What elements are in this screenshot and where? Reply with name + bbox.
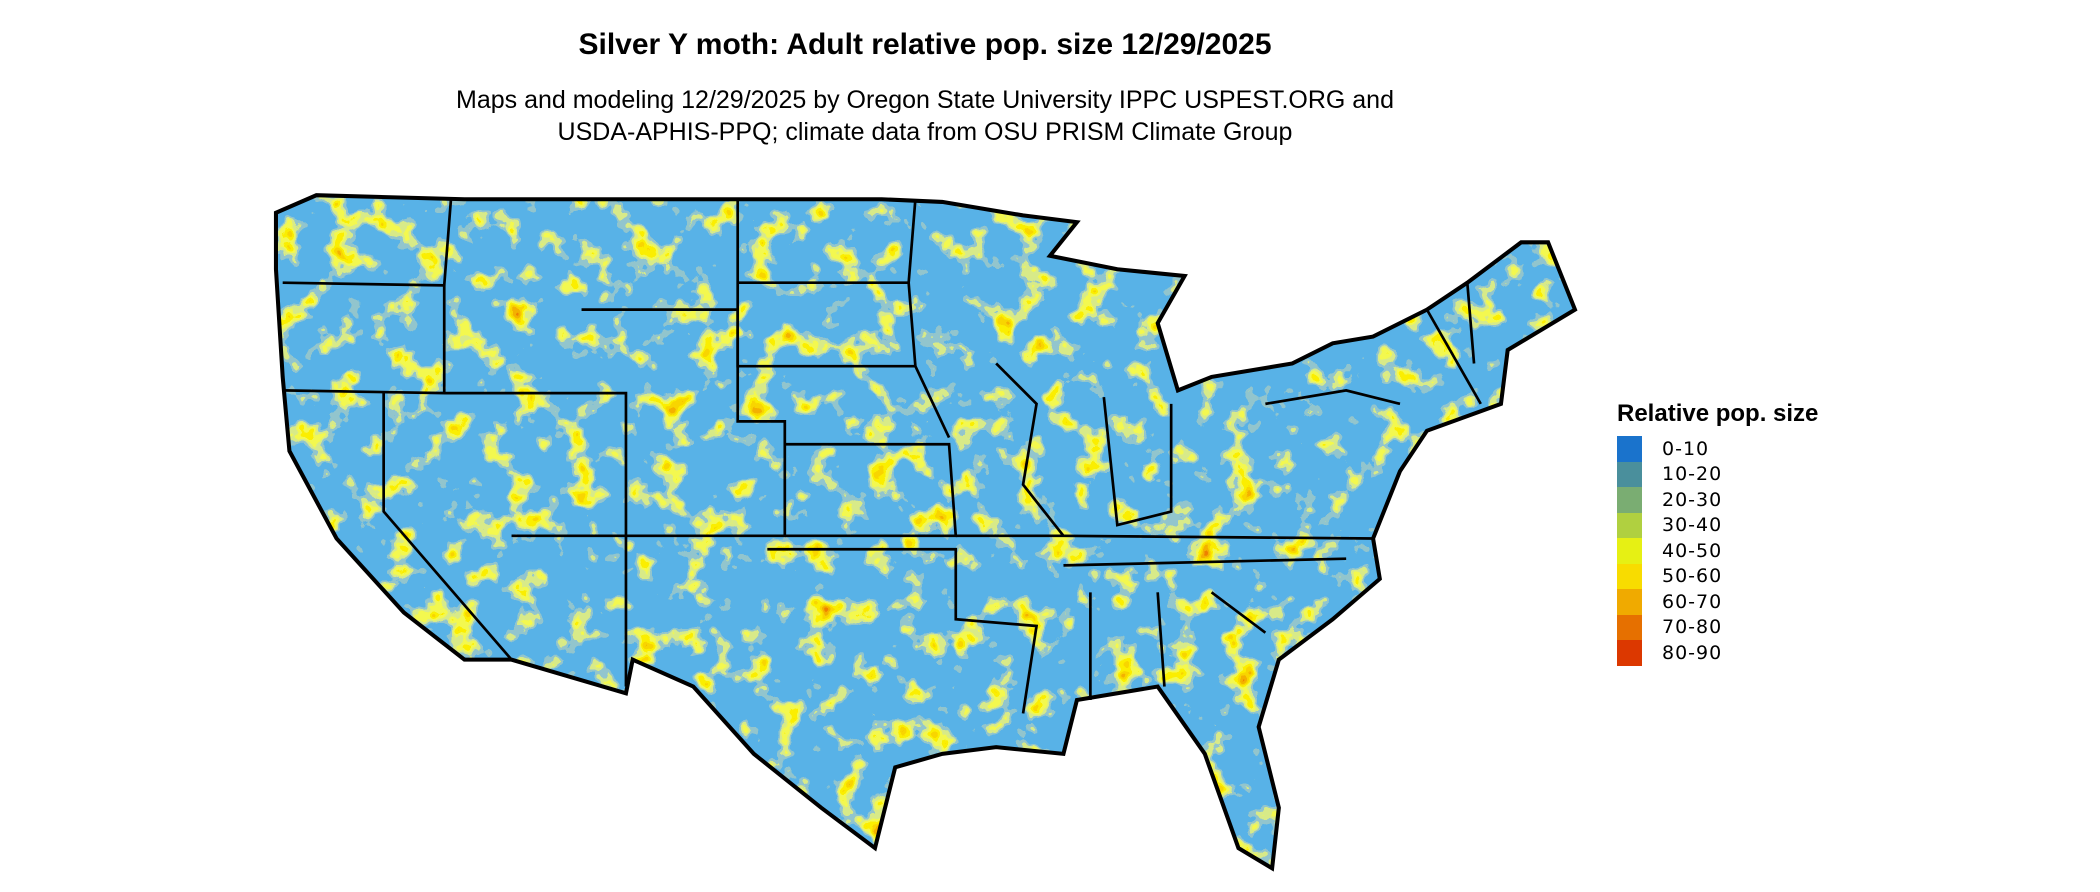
legend-item: 50-60 bbox=[1617, 563, 1818, 589]
legend-label: 40-50 bbox=[1662, 539, 1723, 562]
legend-item: 20-30 bbox=[1617, 487, 1818, 513]
legend-label: 60-70 bbox=[1662, 590, 1723, 613]
legend-label: 20-30 bbox=[1662, 488, 1723, 511]
map-subtitle-line2: USDA-APHIS-PPQ; climate data from OSU PR… bbox=[557, 118, 1293, 146]
legend-swatch bbox=[1617, 461, 1642, 487]
legend-swatch bbox=[1617, 436, 1642, 462]
legend-item: 10-20 bbox=[1617, 461, 1818, 487]
legend-label: 80-90 bbox=[1662, 641, 1723, 664]
map-title: Silver Y moth: Adult relative pop. size … bbox=[578, 28, 1272, 61]
legend-item: 80-90 bbox=[1617, 640, 1818, 666]
legend: Relative pop. size 0-10 10-20 20-30 30-40 40… bbox=[1617, 400, 1818, 666]
population-raster bbox=[275, 195, 1576, 869]
legend-label: 70-80 bbox=[1662, 616, 1723, 639]
legend-swatch bbox=[1617, 640, 1642, 666]
legend-label: 0-10 bbox=[1662, 437, 1710, 460]
legend-item: 40-50 bbox=[1617, 538, 1818, 564]
legend-item: 30-40 bbox=[1617, 512, 1818, 538]
legend-item: 0-10 bbox=[1617, 436, 1818, 462]
legend-item: 70-80 bbox=[1617, 614, 1818, 640]
legend-label: 30-40 bbox=[1662, 514, 1723, 537]
legend-label: 10-20 bbox=[1662, 463, 1723, 486]
legend-swatch bbox=[1617, 538, 1642, 564]
legend-swatch bbox=[1617, 563, 1642, 589]
legend-title: Relative pop. size bbox=[1617, 400, 1819, 427]
state-borders bbox=[282, 199, 1482, 714]
legend-swatch bbox=[1617, 614, 1642, 640]
legend-swatch bbox=[1617, 589, 1642, 615]
legend-label: 50-60 bbox=[1662, 565, 1723, 588]
map-subtitle-line1: Maps and modeling 12/29/2025 by Oregon S… bbox=[456, 86, 1394, 114]
legend-swatch bbox=[1617, 487, 1642, 513]
legend-swatch bbox=[1617, 512, 1642, 538]
legend-item: 60-70 bbox=[1617, 589, 1818, 615]
